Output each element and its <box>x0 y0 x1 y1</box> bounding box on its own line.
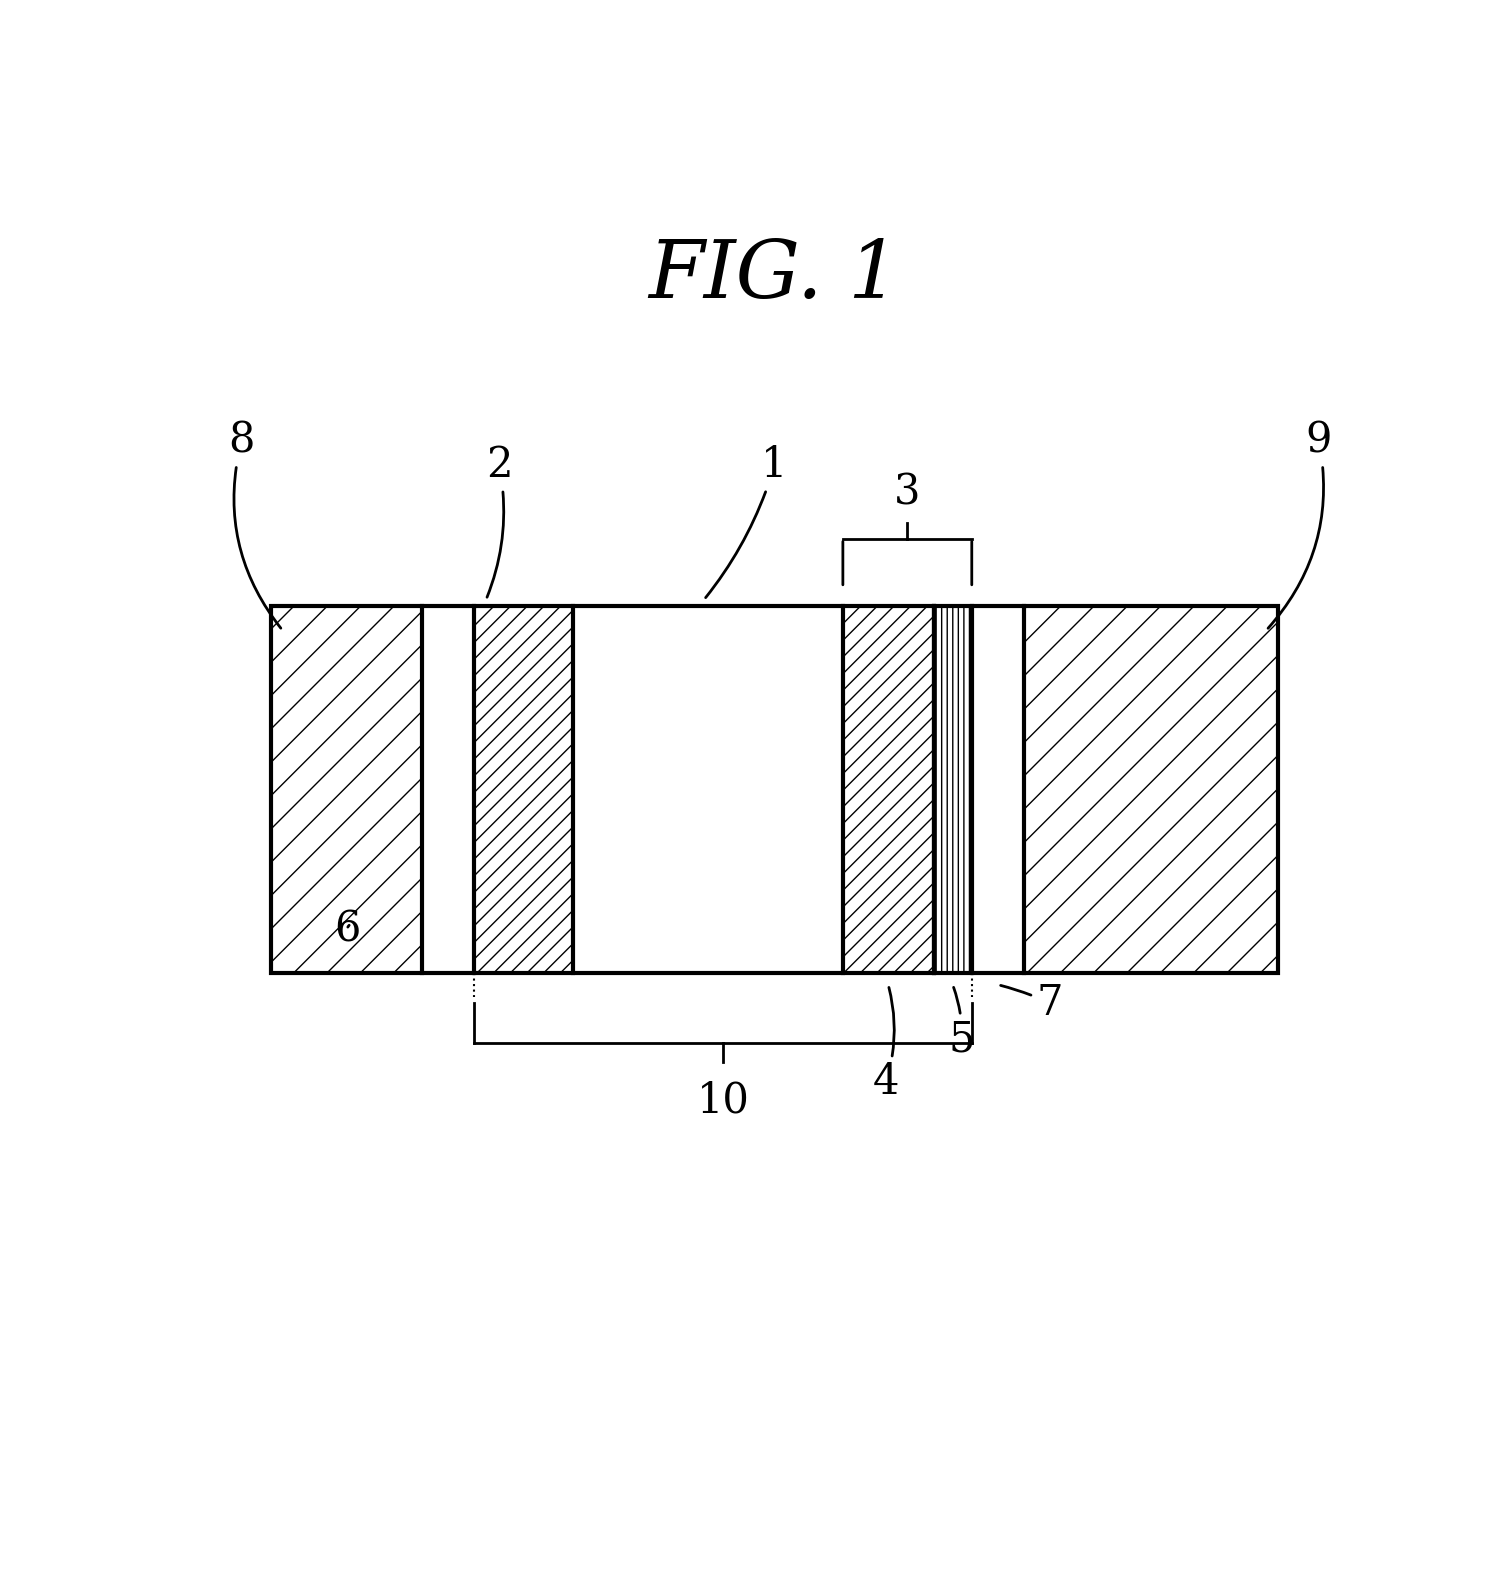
Bar <box>843 606 934 973</box>
Bar <box>422 606 474 973</box>
Bar <box>474 606 573 973</box>
Bar <box>573 606 843 973</box>
Text: FIG. 1: FIG. 1 <box>648 236 901 314</box>
Text: 3: 3 <box>895 471 920 513</box>
Text: 6: 6 <box>334 909 360 951</box>
Text: 4: 4 <box>872 987 899 1103</box>
Text: 7: 7 <box>1000 982 1062 1024</box>
Text: 1: 1 <box>706 444 787 598</box>
Bar <box>1024 606 1278 973</box>
Text: 2: 2 <box>487 444 512 597</box>
Bar <box>934 606 972 973</box>
Bar <box>270 606 1278 973</box>
Text: 5: 5 <box>949 987 975 1060</box>
Text: 10: 10 <box>697 1079 749 1122</box>
Bar <box>972 606 1024 973</box>
Text: 8: 8 <box>228 421 281 628</box>
Bar <box>270 606 422 973</box>
Text: 9: 9 <box>1268 421 1333 628</box>
